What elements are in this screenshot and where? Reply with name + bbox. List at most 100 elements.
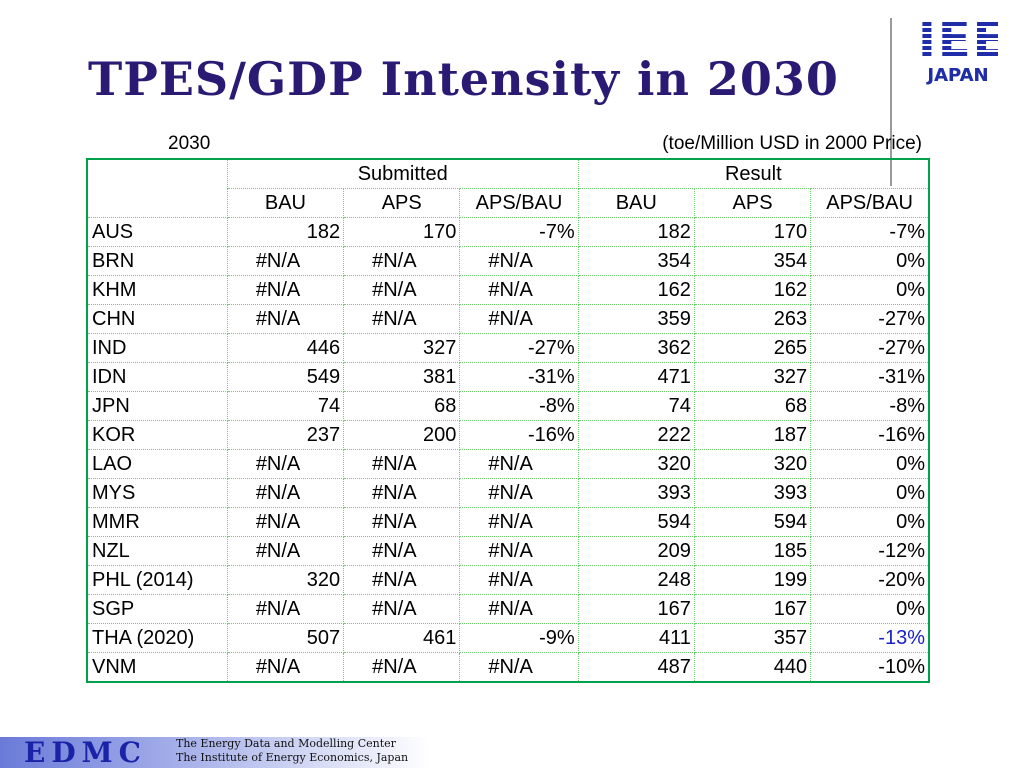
value-cell: -13% — [810, 623, 930, 653]
value-cell: 411 — [577, 623, 695, 653]
value-cell: -9% — [459, 623, 579, 653]
table-row: THA (2020) 507 461 -9% 411 357 -13% — [86, 623, 930, 653]
value-cell: 265 — [693, 333, 812, 363]
footer-band — [0, 737, 430, 768]
table-row: VNM #N/A #N/A #N/A 487 440 -10% — [86, 652, 930, 683]
country-cell: LAO — [86, 449, 228, 479]
country-cell: BRN — [86, 246, 228, 276]
value-cell: 182 — [577, 217, 695, 247]
value-cell: 549 — [226, 362, 345, 392]
value-cell: 68 — [343, 391, 461, 421]
value-cell: #N/A — [459, 565, 579, 595]
value-cell: #N/A — [226, 275, 345, 305]
value-cell: 594 — [693, 507, 812, 537]
value-cell: #N/A — [226, 536, 345, 566]
value-cell: 167 — [693, 594, 812, 624]
table-row: NZL #N/A #N/A #N/A 209 185 -12% — [86, 536, 930, 566]
country-cell: JPN — [86, 391, 228, 421]
value-cell: 187 — [693, 420, 812, 450]
value-cell: 381 — [343, 362, 461, 392]
value-cell: 209 — [577, 536, 695, 566]
value-cell: 354 — [693, 246, 812, 276]
value-cell: 362 — [577, 333, 695, 363]
value-cell: -31% — [810, 362, 930, 392]
column-header: BAU — [226, 188, 345, 218]
divider-line — [890, 18, 892, 186]
value-cell: 0% — [810, 275, 930, 305]
value-cell: #N/A — [226, 304, 345, 334]
value-cell: #N/A — [459, 246, 579, 276]
value-cell: #N/A — [343, 594, 461, 624]
country-cell: PHL (2014) — [86, 565, 228, 595]
unit-label: (toe/Million USD in 2000 Price) — [662, 133, 922, 154]
country-cell: VNM — [86, 652, 228, 683]
value-cell: 393 — [693, 478, 812, 508]
value-cell: 393 — [577, 478, 695, 508]
column-header: BAU — [577, 188, 695, 218]
value-cell: 320 — [693, 449, 812, 479]
value-cell: #N/A — [459, 304, 579, 334]
country-cell: NZL — [86, 536, 228, 566]
value-cell: 354 — [577, 246, 695, 276]
table-row: IDN 549 381 -31% 471 327 -31% — [86, 362, 930, 392]
intensity-table: Submitted Result BAU APS APS/BAU BAU APS… — [86, 158, 930, 683]
iee-logo-text: IEE — [918, 12, 1008, 68]
country-cell: AUS — [86, 217, 228, 247]
group-header-result: Result — [577, 158, 930, 189]
table-row: JPN 74 68 -8% 74 68 -8% — [86, 391, 930, 421]
table-row: IND 446 327 -27% 362 265 -27% — [86, 333, 930, 363]
value-cell: 162 — [577, 275, 695, 305]
value-cell: 170 — [693, 217, 812, 247]
column-header: APS — [693, 188, 812, 218]
value-cell: -8% — [459, 391, 579, 421]
value-cell: 182 — [226, 217, 345, 247]
table-row: PHL (2014) 320 #N/A #N/A 248 199 -20% — [86, 565, 930, 595]
value-cell: #N/A — [226, 246, 345, 276]
value-cell: 440 — [693, 652, 812, 683]
value-cell: 446 — [226, 333, 345, 363]
group-header-submitted: Submitted — [226, 158, 579, 189]
sub-header-row: BAU APS APS/BAU BAU APS APS/BAU — [87, 188, 930, 218]
table-row: BRN #N/A #N/A #N/A 354 354 0% — [86, 246, 930, 276]
edmc-logo: EDMC — [24, 736, 147, 769]
country-cell: IDN — [86, 362, 228, 392]
value-cell: 222 — [577, 420, 695, 450]
corner-cell — [86, 158, 228, 218]
country-cell: THA (2020) — [86, 623, 228, 653]
value-cell: -10% — [810, 652, 930, 683]
value-cell: #N/A — [343, 565, 461, 595]
value-cell: #N/A — [343, 275, 461, 305]
value-cell: 167 — [577, 594, 695, 624]
country-cell: MMR — [86, 507, 228, 537]
table-row: LAO #N/A #N/A #N/A 320 320 0% — [86, 449, 930, 479]
table-row: MMR #N/A #N/A #N/A 594 594 0% — [86, 507, 930, 537]
value-cell: #N/A — [343, 449, 461, 479]
value-cell: #N/A — [226, 507, 345, 537]
country-cell: SGP — [86, 594, 228, 624]
table-row: MYS #N/A #N/A #N/A 393 393 0% — [86, 478, 930, 508]
value-cell: 594 — [577, 507, 695, 537]
value-cell: #N/A — [459, 536, 579, 566]
value-cell: #N/A — [459, 652, 579, 683]
value-cell: 162 — [693, 275, 812, 305]
value-cell: #N/A — [459, 275, 579, 305]
value-cell: -8% — [810, 391, 930, 421]
value-cell: 74 — [577, 391, 695, 421]
value-cell: -7% — [459, 217, 579, 247]
value-cell: 199 — [693, 565, 812, 595]
value-cell: 170 — [343, 217, 461, 247]
value-cell: -7% — [810, 217, 930, 247]
country-cell: CHN — [86, 304, 228, 334]
value-cell: -27% — [810, 333, 930, 363]
value-cell: #N/A — [459, 594, 579, 624]
column-header: APS/BAU — [810, 188, 930, 218]
value-cell: 185 — [693, 536, 812, 566]
value-cell: #N/A — [459, 449, 579, 479]
value-cell: #N/A — [343, 536, 461, 566]
column-header: APS/BAU — [459, 188, 579, 218]
iee-japan-logo: IEE JAPAN — [918, 12, 1008, 96]
country-cell: KOR — [86, 420, 228, 450]
value-cell: 0% — [810, 594, 930, 624]
value-cell: #N/A — [459, 478, 579, 508]
value-cell: #N/A — [226, 652, 345, 683]
